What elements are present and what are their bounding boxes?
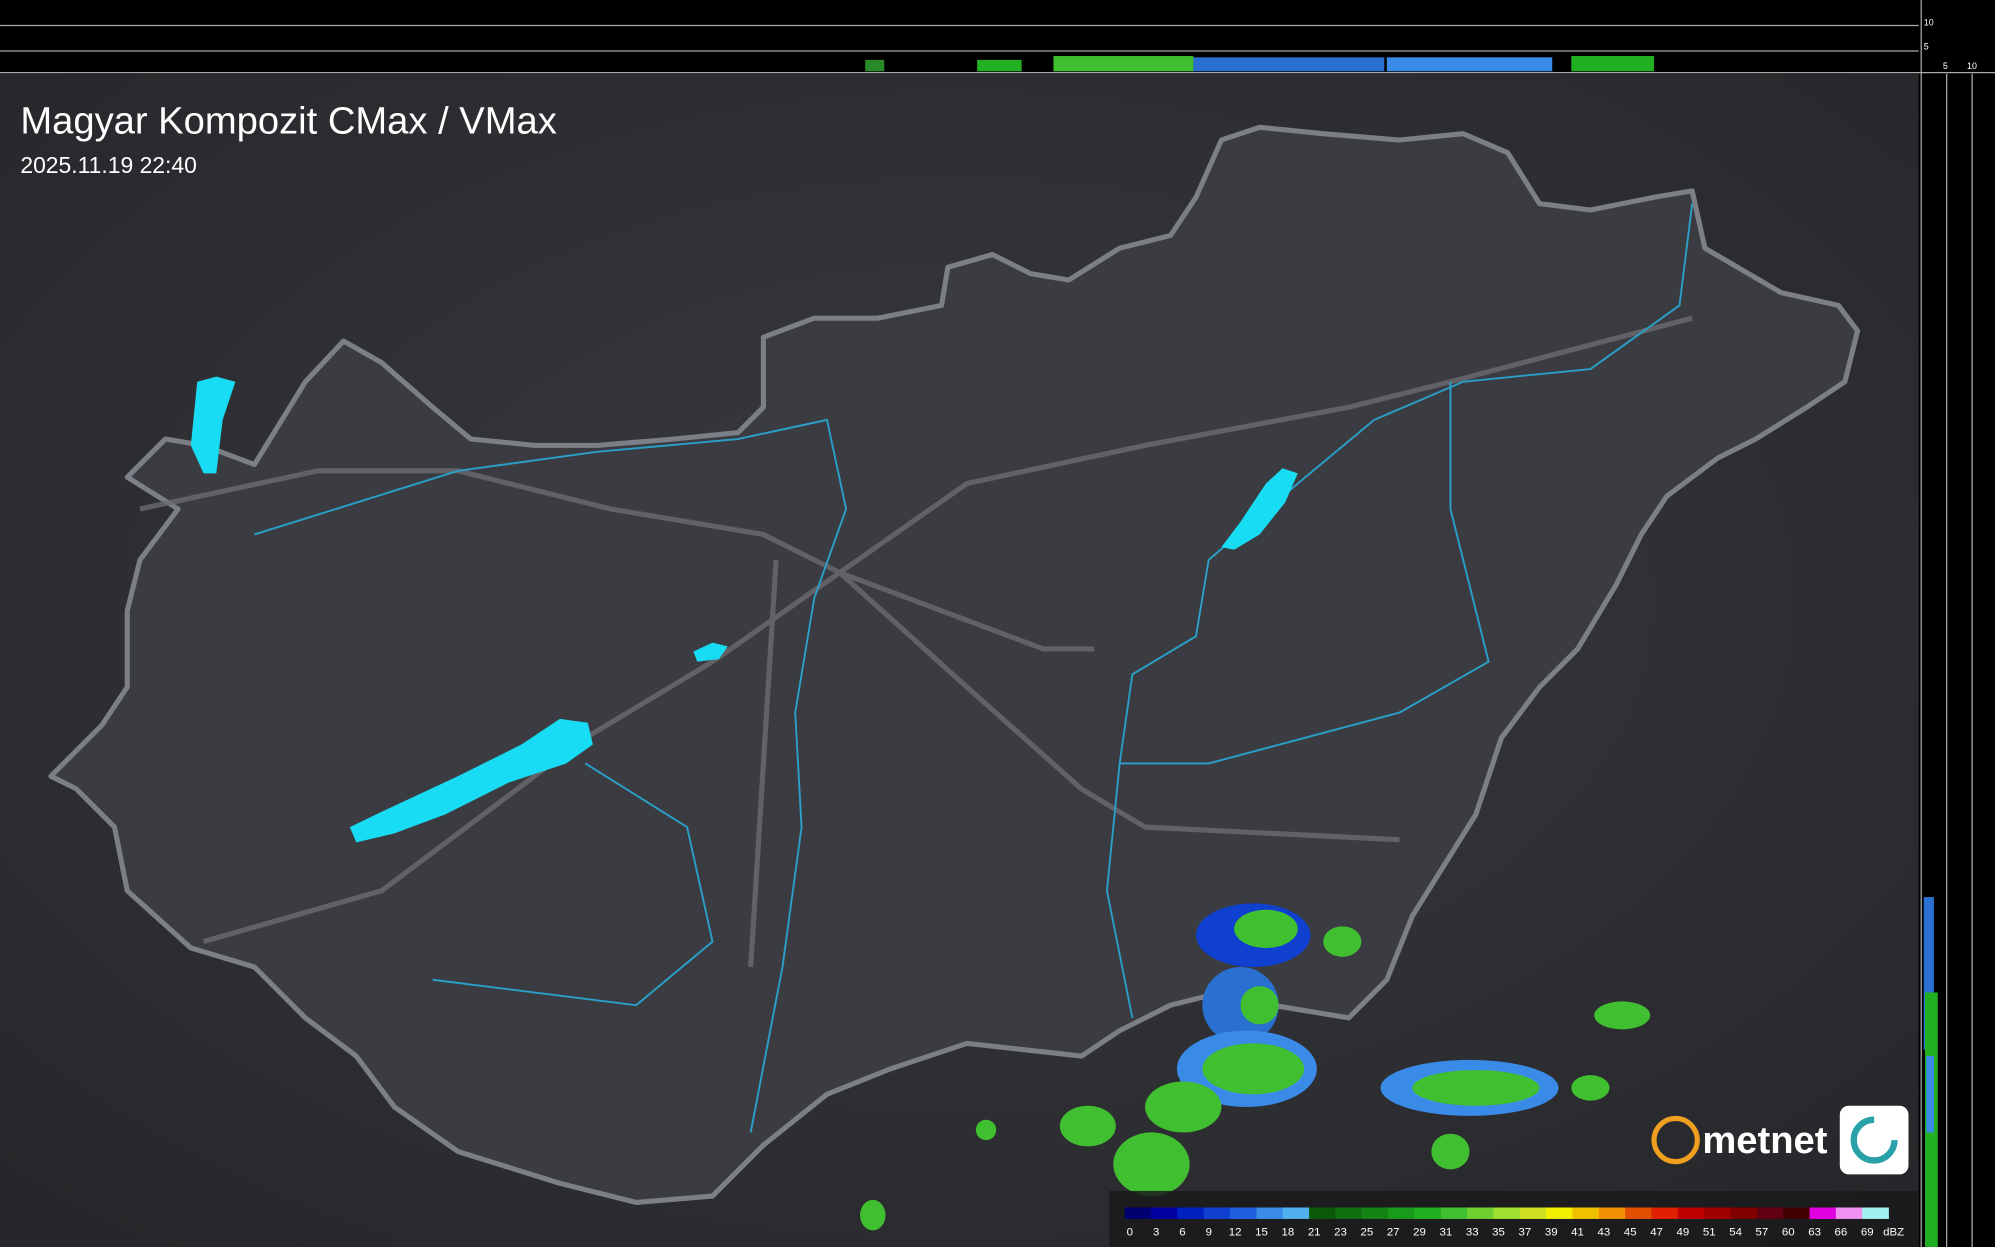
legend-label: 49 <box>1677 1226 1690 1238</box>
legend-label: 41 <box>1571 1226 1584 1238</box>
legend-swatch <box>1730 1207 1758 1219</box>
legend-swatch <box>1282 1207 1310 1219</box>
height-tick: 5 <box>1924 42 1929 52</box>
legend-swatch <box>1440 1207 1468 1219</box>
timestamp: 2025.11.19 22:40 <box>20 152 197 178</box>
legend-swatch <box>1388 1207 1415 1219</box>
legend-swatch <box>1677 1207 1705 1219</box>
legend-swatch <box>1625 1207 1652 1219</box>
legend-label: 21 <box>1308 1226 1321 1238</box>
legend-label: 39 <box>1545 1226 1558 1238</box>
top-profile <box>0 24 1995 74</box>
logo: metnet <box>1651 1105 1909 1175</box>
legend-swatch <box>1361 1207 1389 1219</box>
legend: 0 3 6 9 12 15 18 21 23 25 27 29 31 33 35 37 39 41 43 45 47 49… <box>1124 1207 1904 1238</box>
legend-swatch <box>1151 1207 1178 1219</box>
legend-swatch <box>1651 1207 1679 1219</box>
legend-label: 45 <box>1624 1226 1637 1238</box>
legend-swatch <box>1124 1207 1152 1219</box>
legend-swatch <box>1756 1207 1784 1219</box>
legend-label: 18 <box>1281 1226 1294 1238</box>
legend-label: 27 <box>1387 1226 1400 1238</box>
country-outline <box>48 124 1861 1205</box>
side-tick: 5 <box>1943 61 1948 71</box>
radar-echoes <box>860 903 1651 1231</box>
legend-label: 51 <box>1703 1226 1716 1238</box>
legend-label: 63 <box>1808 1226 1821 1238</box>
legend-label: 47 <box>1650 1226 1663 1238</box>
legend-label: 12 <box>1229 1226 1242 1238</box>
legend-label: 37 <box>1519 1226 1532 1238</box>
legend-label: 0 <box>1127 1226 1133 1238</box>
legend-swatch <box>1572 1207 1600 1219</box>
legend-swatch <box>1335 1207 1363 1219</box>
legend-label: 29 <box>1413 1226 1426 1238</box>
map-title: Magyar Kompozit CMax / VMax <box>20 100 556 143</box>
legend-label: 33 <box>1466 1226 1479 1238</box>
side-profile <box>1920 0 1973 1247</box>
legend-label: 15 <box>1255 1226 1268 1238</box>
legend-swatch <box>1835 1207 1863 1219</box>
legend-swatch <box>1809 1207 1837 1219</box>
legend-swatch <box>1414 1207 1442 1219</box>
lakes <box>190 376 1298 843</box>
legend-swatch <box>1546 1207 1573 1219</box>
legend-swatch <box>1862 1207 1889 1219</box>
legend-swatch <box>1493 1207 1521 1219</box>
legend-swatch <box>1519 1207 1547 1219</box>
legend-swatch <box>1783 1207 1810 1219</box>
legend-label: 66 <box>1835 1226 1848 1238</box>
legend-label: 31 <box>1439 1226 1452 1238</box>
legend-swatch <box>1309 1207 1336 1219</box>
legend-swatch <box>1704 1207 1731 1219</box>
legend-swatch <box>1467 1207 1494 1219</box>
legend-label: 3 <box>1153 1226 1159 1238</box>
legend-swatch <box>1598 1207 1626 1219</box>
legend-label: 6 <box>1179 1226 1185 1238</box>
height-tick: 10 <box>1924 18 1934 28</box>
legend-label: 60 <box>1782 1226 1795 1238</box>
legend-label: 9 <box>1206 1226 1212 1238</box>
legend-swatch <box>1203 1207 1231 1219</box>
legend-label: 25 <box>1360 1226 1373 1238</box>
legend-label: 57 <box>1756 1226 1769 1238</box>
legend-label: 35 <box>1492 1226 1505 1238</box>
legend-swatch <box>1256 1207 1284 1219</box>
legend-label: 43 <box>1598 1226 1611 1238</box>
legend-label: 54 <box>1729 1226 1742 1238</box>
legend-label: 23 <box>1334 1226 1347 1238</box>
logo-text: metnet <box>1702 1119 1827 1162</box>
legend-swatch <box>1177 1207 1205 1219</box>
legend-label: 69 <box>1861 1226 1874 1238</box>
side-tick: 10 <box>1967 61 1977 71</box>
legend-unit: dBZ <box>1883 1226 1904 1238</box>
legend-swatch <box>1230 1207 1257 1219</box>
